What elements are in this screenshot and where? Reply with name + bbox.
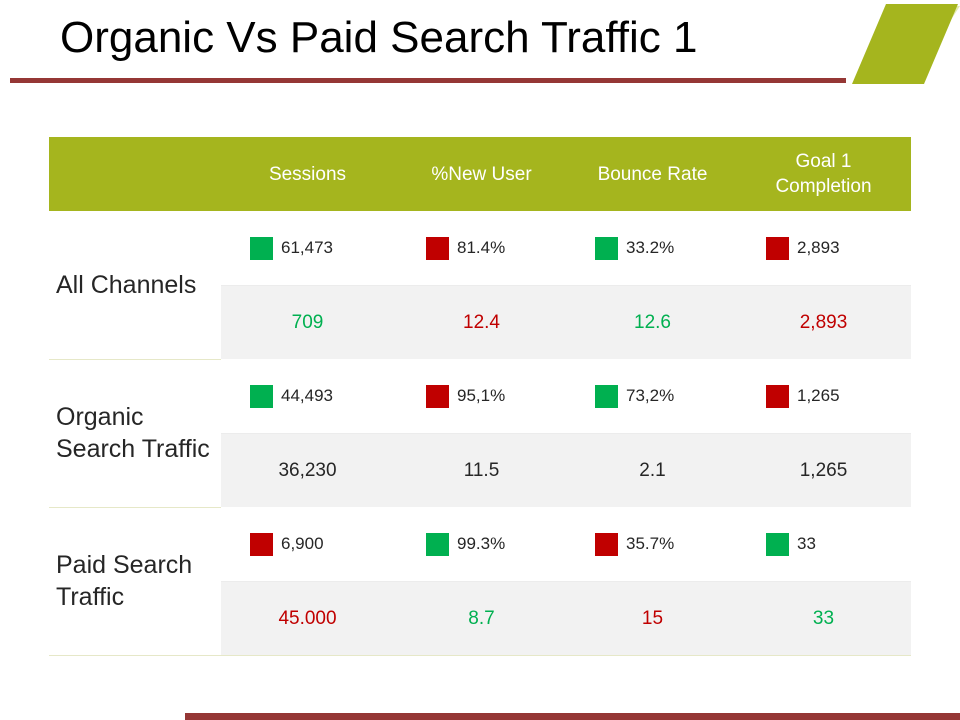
- row-divider: [221, 581, 911, 582]
- metric-cell: 61,473: [222, 211, 393, 285]
- group-divider: [49, 655, 911, 656]
- metric-cell: 73,2%: [567, 359, 738, 433]
- change-value: 33: [812, 608, 835, 629]
- metric-cell: 81.4%: [396, 211, 567, 285]
- metric-value: 33: [797, 534, 816, 553]
- title-divider: [10, 78, 846, 83]
- change-row: 45.000 8.7 15 33: [221, 581, 911, 655]
- group-label: Organic Search Traffic: [49, 359, 221, 507]
- header-sessions: Sessions: [268, 163, 347, 185]
- metric-cell: 1,265: [738, 359, 909, 433]
- change-cell: 36,230: [222, 433, 393, 507]
- metric-value: 73,2%: [626, 386, 675, 405]
- metric-value: 2,893: [797, 238, 840, 257]
- header-new-user: %New User: [431, 163, 532, 185]
- change-row: 709 12.4 12.6 2,893: [221, 285, 911, 359]
- change-cell: 12.6: [567, 285, 738, 359]
- change-value: 709: [291, 312, 324, 333]
- metric-value: 81.4%: [457, 238, 506, 257]
- change-value: 12.6: [634, 312, 671, 333]
- group-label-text: All Channels: [56, 271, 197, 299]
- metric-row: 44,493 95,1% 73,2% 1,265: [221, 359, 911, 433]
- change-value: 2.1: [639, 460, 666, 481]
- decorative-parallelograms: [852, 4, 960, 84]
- metric-value: 33.2%: [626, 238, 675, 257]
- change-cell: 11.5: [396, 433, 567, 507]
- group-label: Paid Search Traffic: [49, 507, 221, 655]
- change-row: 36,230 11.5 2.1 1,265: [221, 433, 911, 507]
- metric-cell: 95,1%: [396, 359, 567, 433]
- metric-cell: 99.3%: [396, 507, 567, 581]
- row-divider: [221, 285, 911, 286]
- change-cell: 2,893: [738, 285, 909, 359]
- page-title: Organic Vs Paid Search Traffic 1: [60, 13, 698, 62]
- indicator-down-square: [766, 385, 789, 408]
- metric-cell: 35.7%: [567, 507, 738, 581]
- metric-value: 95,1%: [457, 386, 506, 405]
- metric-value: 99.3%: [457, 534, 506, 553]
- metric-cell: 2,893: [738, 211, 909, 285]
- group-label: All Channels: [49, 211, 221, 359]
- change-value: 15: [641, 608, 664, 629]
- indicator-up-square: [426, 533, 449, 556]
- indicator-down-square: [250, 533, 273, 556]
- indicator-up-square: [595, 385, 618, 408]
- change-value: 8.7: [468, 608, 495, 629]
- header-bounce-rate: Bounce Rate: [597, 163, 708, 185]
- change-value: 11.5: [463, 460, 500, 481]
- metric-value: 6,900: [281, 534, 324, 553]
- change-value: 36,230: [278, 460, 337, 481]
- group-label-text: Paid Search Traffic: [56, 551, 193, 611]
- footer-divider: [185, 713, 960, 720]
- metric-value: 35.7%: [626, 534, 675, 553]
- indicator-down-square: [426, 385, 449, 408]
- change-cell: 15: [567, 581, 738, 655]
- table-group: Paid Search Traffic 6,900 99.3% 35.7% 33 45.0…: [49, 507, 911, 656]
- indicator-down-square: [595, 533, 618, 556]
- metric-row: 61,473 81.4% 33.2% 2,893: [221, 211, 911, 285]
- change-value: 12.4: [463, 312, 500, 333]
- row-divider: [221, 433, 911, 434]
- table-group: All Channels 61,473 81.4% 33.2% 2,893 709 12.4…: [49, 211, 911, 360]
- change-cell: 33: [738, 581, 909, 655]
- change-value: 45.000: [278, 608, 337, 629]
- metric-cell: 33: [738, 507, 909, 581]
- indicator-up-square: [595, 237, 618, 260]
- indicator-up-square: [766, 533, 789, 556]
- metric-row: 6,900 99.3% 35.7% 33: [221, 507, 911, 581]
- change-cell: 709: [222, 285, 393, 359]
- metric-value: 44,493: [281, 386, 333, 405]
- change-cell: 12.4: [396, 285, 567, 359]
- indicator-down-square: [426, 237, 449, 260]
- change-cell: 8.7: [396, 581, 567, 655]
- metric-cell: 6,900: [222, 507, 393, 581]
- table-group: Organic Search Traffic 44,493 95,1% 73,2% 1,…: [49, 359, 911, 508]
- change-cell: 2.1: [567, 433, 738, 507]
- metric-cell: 33.2%: [567, 211, 738, 285]
- table-header-row: Sessions %New User Bounce Rate Goal 1 Co…: [49, 137, 911, 211]
- header-goal-completion: Goal 1 Completion: [775, 151, 872, 197]
- change-cell: 45.000: [222, 581, 393, 655]
- indicator-down-square: [766, 237, 789, 260]
- change-value: 2,893: [799, 312, 848, 333]
- metric-value: 1,265: [797, 386, 840, 405]
- metric-value: 61,473: [281, 238, 333, 257]
- indicator-up-square: [250, 385, 273, 408]
- change-cell: 1,265: [738, 433, 909, 507]
- metric-cell: 44,493: [222, 359, 393, 433]
- change-value: 1,265: [799, 460, 848, 481]
- indicator-up-square: [250, 237, 273, 260]
- group-label-text: Organic Search Traffic: [56, 403, 210, 463]
